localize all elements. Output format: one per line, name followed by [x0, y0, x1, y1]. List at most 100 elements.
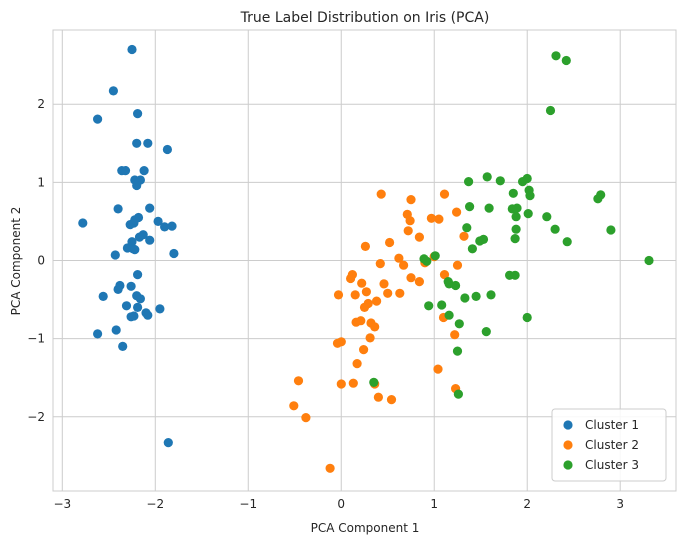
cluster-2-point	[360, 241, 370, 251]
x-tick-label: −1	[239, 497, 257, 511]
cluster-3-point	[511, 212, 521, 222]
cluster-2-point	[346, 273, 356, 284]
cluster-3-point	[464, 177, 474, 187]
cluster-2-point	[373, 392, 383, 402]
cluster-3-point	[369, 377, 379, 387]
cluster-2-point	[336, 379, 346, 389]
cluster-1-point	[133, 270, 143, 280]
cluster-1-point	[135, 294, 145, 304]
cluster-2-point	[452, 260, 463, 270]
cluster-3-point	[523, 209, 533, 219]
cluster-2-point	[450, 330, 460, 340]
cluster-3-point	[593, 194, 603, 204]
cluster-2-point	[434, 214, 444, 224]
cluster-2-point	[359, 345, 369, 355]
cluster-2-point	[433, 364, 443, 374]
cluster-1-point	[138, 230, 148, 240]
cluster-2-point	[379, 279, 389, 289]
cluster-1-point	[162, 144, 172, 155]
x-tick-label: 0	[337, 497, 345, 511]
chart-title: True Label Distribution on Iris (PCA)	[240, 10, 490, 26]
cluster-1-point	[145, 235, 155, 245]
legend-marker	[563, 420, 573, 430]
cluster-1-point	[167, 221, 177, 231]
cluster-1-point	[118, 341, 128, 351]
y-tick-label: 0	[37, 254, 45, 268]
cluster-3-point	[444, 279, 454, 289]
cluster-3-point	[550, 224, 560, 234]
cluster-1-point	[155, 304, 165, 314]
cluster-2-point	[406, 195, 416, 205]
x-tick-label: 3	[616, 497, 624, 511]
cluster-1-point	[130, 215, 140, 225]
cluster-1-point	[111, 325, 121, 335]
cluster-1-point	[110, 250, 120, 260]
cluster-2-point	[426, 213, 436, 223]
cluster-3-point	[522, 173, 532, 184]
cluster-3-point	[430, 251, 440, 261]
cluster-3-point	[508, 188, 518, 198]
cluster-2-point	[375, 259, 385, 269]
cluster-1-point	[130, 245, 140, 255]
cluster-3-point	[467, 244, 477, 254]
x-tick-label: 2	[523, 497, 531, 511]
cluster-1-point	[113, 284, 123, 294]
cluster-2-point	[439, 270, 450, 280]
cluster-3-point	[561, 55, 571, 66]
cluster-2-point	[399, 260, 409, 270]
x-axis-label: PCA Component 1	[311, 521, 420, 535]
legend-box	[551, 408, 667, 482]
cluster-1-point	[132, 138, 142, 148]
cluster-2-point	[395, 288, 405, 298]
cluster-3-point	[422, 256, 432, 266]
cluster-1-point	[78, 218, 88, 228]
cluster-2-point	[376, 189, 386, 199]
cluster-2-point	[301, 413, 311, 423]
cluster-3-point	[482, 172, 492, 182]
cluster-2-point	[352, 359, 362, 369]
cluster-2-point	[357, 278, 367, 288]
cluster-3-point	[460, 293, 470, 303]
legend-marker	[563, 460, 573, 470]
cluster-3-point	[465, 202, 475, 212]
cluster-3-point	[481, 327, 491, 337]
cluster-3-point	[495, 176, 505, 186]
cluster-2-point	[406, 273, 416, 283]
y-tick-label: 1	[37, 175, 45, 189]
cluster-2-point	[348, 378, 358, 388]
cluster-3-point	[512, 203, 522, 213]
cluster-1-point	[120, 166, 131, 176]
cluster-1-point	[127, 44, 137, 55]
cluster-3-point	[644, 255, 654, 266]
cluster-1-point	[133, 109, 143, 119]
cluster-3-point	[462, 223, 472, 233]
cluster-3-point	[525, 191, 535, 201]
cluster-1-point	[143, 138, 153, 148]
cluster-3-point	[545, 105, 556, 116]
cluster-3-point	[444, 310, 454, 320]
cluster-3-point	[511, 224, 521, 234]
cluster-3-point	[542, 212, 552, 222]
cluster-2-point	[385, 237, 395, 248]
legend-label: Cluster 2	[585, 438, 639, 452]
legend: Cluster 1 Cluster 2 Cluster 3	[551, 408, 667, 482]
cluster-1-point	[145, 203, 155, 213]
cluster-1-point	[132, 180, 142, 191]
cluster-2-point	[372, 296, 382, 306]
cluster-2-point	[459, 231, 469, 241]
cluster-2-point	[289, 401, 299, 411]
cluster-1-point	[133, 302, 143, 312]
cluster-3-point	[522, 312, 532, 323]
cluster-3-point	[437, 300, 447, 310]
x-tick-label: −3	[53, 497, 71, 511]
cluster-1-point	[108, 86, 118, 96]
cluster-1-point	[143, 310, 153, 320]
cluster-2-point	[386, 395, 397, 405]
cluster-2-point	[356, 316, 366, 326]
y-axis-ticks: −2 −1 0 1 2	[27, 97, 45, 424]
cluster-1-point	[93, 114, 103, 124]
cluster-2-point	[383, 288, 393, 298]
cluster-1-point	[127, 237, 137, 247]
cluster-1-point	[126, 281, 136, 291]
cluster-2-point	[293, 376, 304, 386]
